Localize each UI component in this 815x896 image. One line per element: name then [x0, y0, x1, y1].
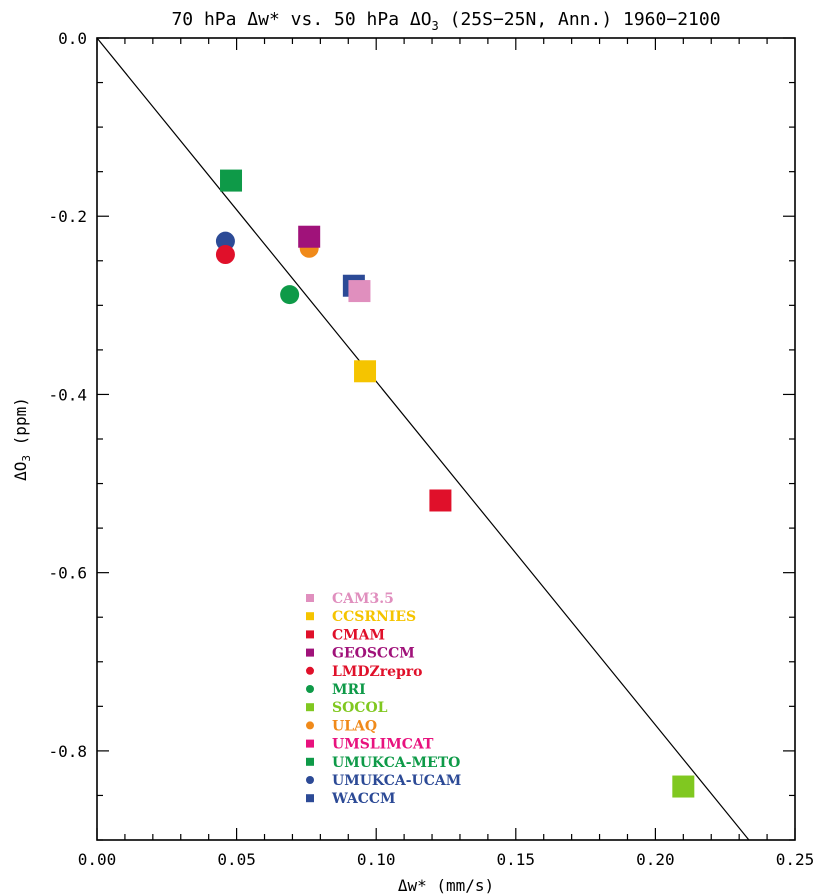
y-tick-label: 0.0 — [58, 29, 87, 48]
point-ccsrnies — [354, 360, 377, 383]
point-socol — [672, 775, 695, 798]
y-tick-label: -0.2 — [48, 207, 87, 226]
x-tick-label: 0.15 — [497, 850, 536, 869]
legend: CAM3.5 CCSRNIES CMAM GEOSCCM LMDZrepro MRI SOC… — [306, 591, 461, 807]
legend-label-waccm: WACCM — [331, 791, 395, 807]
legend-marker-ulaq — [306, 721, 314, 730]
y-axis-label-subscript: 3 — [20, 455, 33, 462]
regression-line — [96, 37, 750, 841]
legend-label-umukca-ucam: UMUKCA-UCAM — [332, 773, 461, 789]
plot-frame — [96, 37, 796, 841]
legend-marker-umslimcat — [306, 739, 314, 748]
y-axis-label: ΔO3 (ppm) — [11, 397, 33, 481]
chart-title-suffix: (25S−25N, Ann.) 1960−2100 — [439, 9, 721, 30]
legend-label-geosccm: GEOSCCM — [332, 646, 415, 662]
legend-marker-waccm — [306, 794, 314, 803]
legend-marker-cmam — [306, 630, 314, 639]
chart-title: 70 hPa Δw* vs. 50 hPa ΔO3 (25S−25N, Ann.… — [171, 9, 720, 33]
point-lmdzrepro — [215, 245, 235, 265]
point-umukca-meto — [220, 169, 243, 192]
chart-title-prefix: 70 hPa Δw* vs. 50 hPa ΔO — [171, 9, 431, 30]
point-umukca-ucam — [215, 231, 235, 251]
legend-label-ccsrnies: CCSRNIES — [332, 609, 416, 625]
tick-labels: 0.00 0.05 0.10 0.15 0.20 0.25 0.0 -0.2 -0.4 -0.6 -… — [48, 29, 814, 869]
legend-label-socol: SOCOL — [332, 700, 388, 716]
x-tick-label: 0.25 — [776, 850, 815, 869]
data-points — [215, 169, 695, 798]
legend-marker-cam3-5 — [306, 594, 314, 602]
point-cmam — [429, 489, 452, 512]
x-tick-label: 0.10 — [357, 850, 396, 869]
legend-marker-mri — [306, 685, 314, 693]
legend-label-umukca-meto: UMUKCA-METO — [332, 755, 460, 771]
legend-marker-lmdzrepro — [306, 666, 314, 675]
legend-label-lmdzrepro: LMDZrepro — [332, 664, 423, 680]
legend-label-ulaq: ULAQ — [332, 718, 377, 734]
legend-marker-socol — [306, 703, 314, 712]
legend-label-cmam: CMAM — [332, 627, 385, 643]
y-axis-label-prefix: ΔO — [11, 462, 30, 481]
y-tick-label: -0.4 — [48, 385, 87, 404]
legend-label-mri: MRI — [332, 682, 366, 698]
y-tick-label: -0.6 — [48, 564, 87, 583]
legend-marker-geosccm — [306, 648, 314, 657]
legend-marker-umukca-ucam — [306, 776, 314, 784]
y-axis-label-suffix: (ppm) — [11, 397, 30, 455]
y-tick-label: -0.8 — [48, 742, 87, 761]
legend-marker-umukca-meto — [306, 757, 314, 766]
x-axis-label: Δw* (mm/s) — [398, 876, 494, 895]
legend-marker-ccsrnies — [306, 612, 314, 621]
chart-title-subscript: 3 — [432, 19, 439, 33]
legend-label-cam3-5: CAM3.5 — [332, 591, 394, 607]
x-tick-label: 0.00 — [78, 850, 117, 869]
point-mri — [280, 285, 300, 305]
point-geosccm — [298, 225, 321, 248]
axis-ticks — [96, 37, 796, 841]
x-tick-label: 0.05 — [217, 850, 256, 869]
x-tick-label: 0.20 — [636, 850, 675, 869]
legend-label-umslimcat: UMSLIMCAT — [332, 737, 434, 753]
point-cam3-5 — [348, 280, 371, 303]
